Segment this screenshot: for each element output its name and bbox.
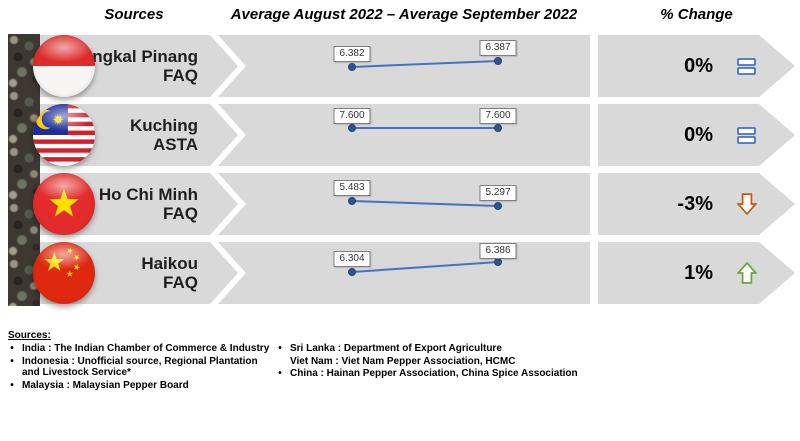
market-grade: ASTA [152,135,198,154]
vietnam-flag [33,173,95,235]
malaysia-flag [33,104,95,166]
china-flag [33,242,95,304]
column-header-change: % Change [660,6,733,23]
list-item: Viet Nam : Viet Nam Pepper Association, … [276,356,606,368]
list-item: • India : The Indian Chamber of Commerce… [8,343,270,355]
market-name: Ho Chi Minh [98,185,198,204]
table-row: Ho Chi Minh FAQ 5.483 5.297 -3% [0,173,800,235]
change-value: 1% [684,261,713,284]
mini-line-chart: 6.304 6.386 [218,242,590,304]
trend-line [348,57,502,71]
market-name: Haikou [141,254,198,273]
table-row: Kuching ASTA 7.600 7.600 0% [0,104,800,166]
badge-gloss [33,173,95,235]
data-label-august: 6.382 [333,46,371,62]
bullet [276,356,284,368]
source-text: Indonesia : Unofficial source, Regional … [22,355,258,379]
change-cell: 0% [598,104,795,166]
badge-gloss [33,104,95,166]
change-cell: -3% [598,173,795,235]
data-label-august: 5.483 [333,180,371,196]
list-item: • Malaysia : Malaysian Pepper Board [8,380,270,392]
sources-list-right: • Sri Lanka : Department of Export Agric… [276,343,606,381]
badge-gloss [33,35,95,97]
source-text: Viet Nam : Viet Nam Pepper Association, … [290,355,516,367]
mini-line-chart: 7.600 7.600 [218,104,590,166]
bullet: • [10,379,14,391]
data-label-august: 6.304 [333,251,371,267]
bullet: • [278,343,282,354]
market-name: Kuching [130,116,198,135]
source-text: China : Hainan Pepper Association, China… [290,368,578,379]
equal-icon [737,58,757,75]
arrow-up-icon [737,262,757,284]
change-cell: 0% [598,35,795,97]
table-row: Pangkal Pinang FAQ 6.382 6.387 0% [0,35,800,97]
data-label-august: 7.600 [333,108,371,124]
equal-icon [737,127,757,144]
change-value: -3% [677,192,713,215]
table-row: Haikou FAQ 6.304 6.386 1% [0,242,800,304]
column-header-sources: Sources [104,6,164,23]
list-item: • Indonesia : Unofficial source, Regiona… [8,356,270,379]
trend-line [348,197,502,210]
peppercorn-photo-strip [8,34,40,306]
market-grade: FAQ [163,273,198,292]
bullet: • [278,368,282,379]
data-label-september: 5.297 [479,185,517,201]
bullet: • [10,343,14,354]
sources-list-left: • India : The Indian Chamber of Commerce… [8,343,270,392]
source-text: Sri Lanka : Department of Export Agricul… [290,343,502,354]
sources-title: Sources: [8,330,51,341]
change-value: 0% [684,123,713,146]
list-item: • Sri Lanka : Department of Export Agric… [276,343,606,355]
trend-line [348,124,502,132]
indonesia-flag [33,35,95,97]
change-value: 0% [684,54,713,77]
bullet: • [10,355,14,367]
mini-line-chart: 5.483 5.297 [218,173,590,235]
mini-line-chart: 6.382 6.387 [218,35,590,97]
column-header-period: Average August 2022 – Average September … [230,6,578,23]
data-label-september: 6.386 [479,243,517,259]
market-name: Pangkal Pinang [71,47,198,66]
arrow-down-icon [737,193,757,215]
sources-footer: Sources: • India : The Indian Chamber of… [8,330,792,391]
badge-gloss [33,242,95,304]
market-grade: FAQ [163,66,198,85]
data-label-september: 6.387 [479,40,517,56]
change-cell: 1% [598,242,795,304]
list-item: • China : Hainan Pepper Association, Chi… [276,368,606,380]
market-grade: FAQ [163,204,198,223]
trend-line [348,258,502,276]
source-text: India : The Indian Chamber of Commerce &… [22,343,270,354]
source-text: Malaysia : Malaysian Pepper Board [22,379,189,391]
data-label-september: 7.600 [479,108,517,124]
